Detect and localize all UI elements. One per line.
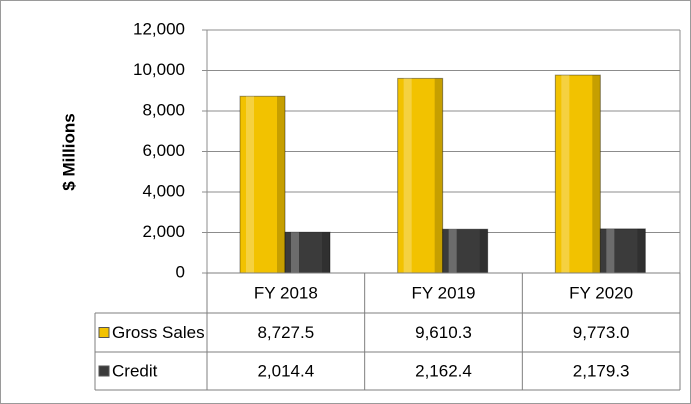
bar-shade xyxy=(637,228,646,273)
y-tick-label: 8,000 xyxy=(142,100,185,119)
bar-shade xyxy=(434,78,443,274)
table-value: 9,610.3 xyxy=(415,323,472,342)
legend-swatch xyxy=(98,365,110,377)
bar-shade xyxy=(322,232,330,273)
x-tick-label: FY 2019 xyxy=(412,283,476,302)
bar-shade xyxy=(479,229,488,273)
bar xyxy=(442,228,489,274)
bar xyxy=(554,74,601,274)
bar xyxy=(397,77,444,274)
bar-highlight xyxy=(561,75,570,274)
table-value: 2,162.4 xyxy=(415,361,472,380)
y-axis-label: $ Millions xyxy=(59,113,78,190)
bar-shade xyxy=(277,96,285,273)
bar xyxy=(599,228,646,274)
x-tick-label: FY 2020 xyxy=(569,283,633,302)
legend-label: Gross Sales xyxy=(112,323,205,342)
x-tick-label: FY 2018 xyxy=(254,283,318,302)
table-value: 8,727.5 xyxy=(257,323,314,342)
legend-swatch xyxy=(98,327,110,338)
bar-highlight xyxy=(448,229,457,273)
table-value: 9,773.0 xyxy=(573,323,630,342)
bar-highlight xyxy=(403,78,412,274)
y-tick-label: 6,000 xyxy=(142,141,185,160)
bar-shade xyxy=(592,75,601,274)
y-tick-label: 12,000 xyxy=(133,19,185,38)
bar-highlight xyxy=(606,228,615,273)
table-value: 2,179.3 xyxy=(573,361,630,380)
y-tick-label: 4,000 xyxy=(142,181,185,200)
table-value: 2,014.4 xyxy=(257,361,314,380)
y-tick-label: 0 xyxy=(176,262,185,281)
y-tick-label: 10,000 xyxy=(133,60,185,79)
bar-highlight xyxy=(246,96,254,273)
legend-label: Credit xyxy=(112,361,158,380)
bar-highlight xyxy=(291,232,299,273)
y-tick-label: 2,000 xyxy=(142,222,185,241)
